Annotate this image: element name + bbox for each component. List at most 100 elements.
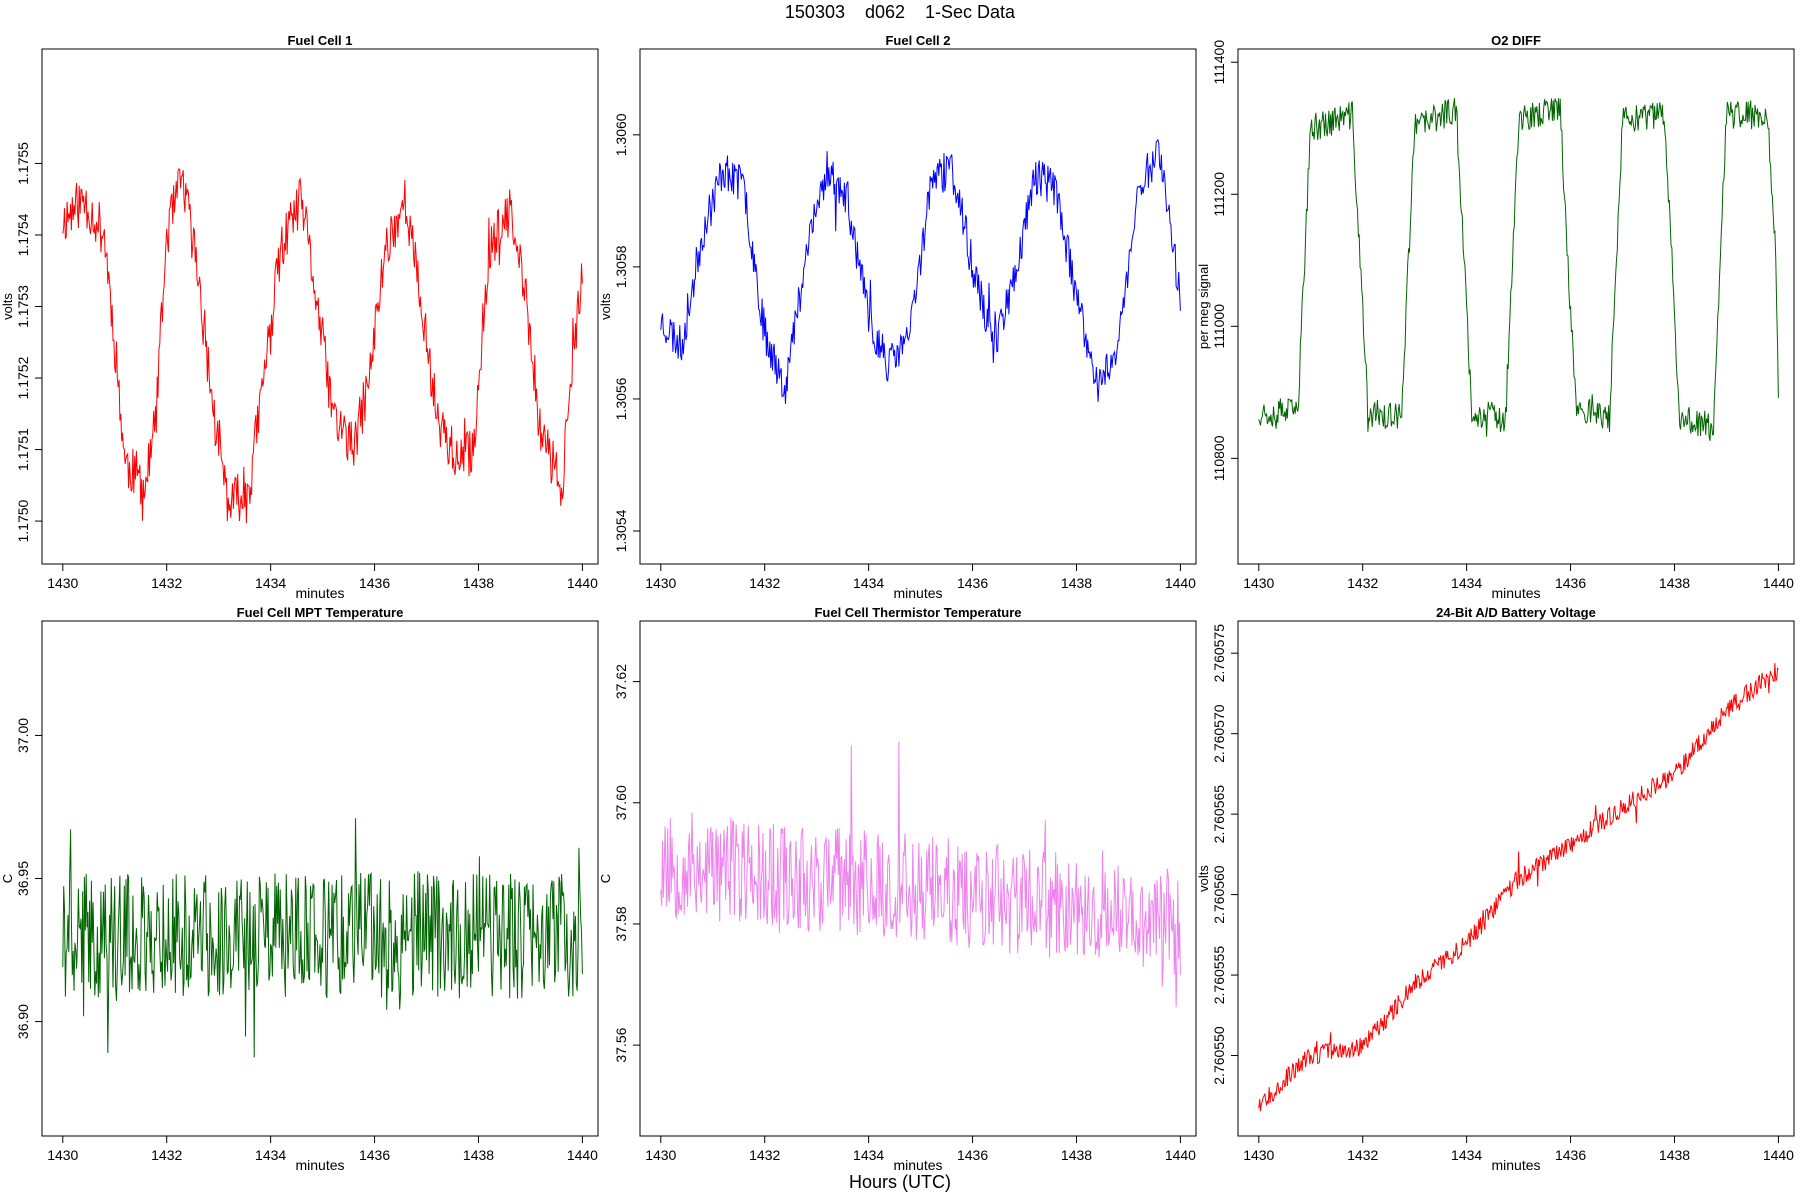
battery-xtick-label: 1432 (1347, 1147, 1378, 1163)
o2-ytick-label: 110800 (1211, 435, 1227, 481)
fc1-ytick-label: 1.1752 (15, 356, 31, 399)
fc2-xlabel: minutes (893, 585, 942, 601)
thermistor-xtick-label: 1440 (1165, 1147, 1196, 1163)
battery-title: 24-Bit A/D Battery Voltage (1436, 605, 1596, 620)
battery-panel: 24-Bit A/D Battery Voltage 1430 1432 1434 14… (1196, 605, 1795, 1173)
o2-xtick-label: 1432 (1347, 575, 1378, 591)
fc1-xtick-label: 1436 (359, 575, 390, 591)
mpt-xtick-label: 1438 (463, 1147, 494, 1163)
fc1-xlabel: minutes (295, 585, 344, 601)
battery-ytick-label: 2.760550 (1211, 1026, 1227, 1085)
fc1-ytick-label: 1.1753 (15, 285, 31, 328)
mpt-xlabel: minutes (295, 1157, 344, 1173)
fc1-xtick-label: 1432 (151, 575, 182, 591)
battery-series-line (1258, 663, 1779, 1112)
fc2-xtick-label: 1438 (1061, 575, 1092, 591)
thermistor-ytick-label: 37.60 (613, 785, 629, 820)
thermistor-xlabel: minutes (893, 1157, 942, 1173)
o2-xtick-label: 1438 (1659, 575, 1690, 591)
mpt-series-line (62, 818, 583, 1058)
fc1-title: Fuel Cell 1 (287, 33, 352, 48)
o2-ytick-label: 111200 (1211, 172, 1227, 217)
battery-ytick-label: 2.760560 (1211, 865, 1227, 924)
thermistor-xtick-label: 1432 (749, 1147, 780, 1163)
fc2-title: Fuel Cell 2 (885, 33, 950, 48)
thermistor-plot-frame (639, 620, 1197, 1137)
mpt-ytick-label: 36.90 (15, 1004, 31, 1039)
mpt-panel: Fuel Cell MPT Temperature 1430 1432 1434 143… (0, 605, 599, 1173)
fc2-xtick-label: 1434 (853, 575, 884, 591)
fc2-ytick-label: 1.3056 (613, 377, 629, 420)
thermistor-xtick-label: 1438 (1061, 1147, 1092, 1163)
fc1-series-line (62, 168, 583, 524)
fc2-xtick-label: 1436 (957, 575, 988, 591)
battery-ytick-label: 2.760555 (1211, 946, 1227, 1005)
battery-xtick-label: 1434 (1451, 1147, 1482, 1163)
mpt-ytick-label: 37.00 (15, 718, 31, 753)
mpt-xtick-label: 1436 (359, 1147, 390, 1163)
fc2-panel: Fuel Cell 2 1430 1432 1434 1436 1438 1440 minut… (598, 33, 1197, 601)
fc1-ytick-label: 1.1750 (15, 499, 31, 542)
fc1-ytick-label: 1.1755 (15, 142, 31, 185)
fc1-panel: Fuel Cell 1 1430 1432 1434 1436 1438 1440 minut… (0, 33, 599, 601)
o2-title: O2 DIFF (1491, 33, 1541, 48)
thermistor-panel: Fuel Cell Thermistor Temperature 1430 1432… (598, 605, 1197, 1173)
figure-title: 150303 d062 1-Sec Data (784, 2, 1016, 22)
fc1-xtick-label: 1430 (47, 575, 78, 591)
thermistor-series-line (660, 741, 1181, 1008)
thermistor-ytick-label: 37.56 (613, 1027, 629, 1062)
fc1-ytick-label: 1.1751 (15, 428, 31, 471)
battery-ytick-label: 2.760570 (1211, 704, 1227, 763)
mpt-title: Fuel Cell MPT Temperature (237, 605, 404, 620)
battery-xtick-label: 1440 (1763, 1147, 1794, 1163)
fc2-xtick-label: 1432 (749, 575, 780, 591)
fc2-ytick-label: 1.3058 (613, 245, 629, 288)
fc2-xtick-label: 1440 (1165, 575, 1196, 591)
o2-xtick-label: 1430 (1243, 575, 1274, 591)
o2-series-line (1258, 98, 1779, 441)
mpt-ylabel: C (0, 874, 15, 883)
fc1-xtick-label: 1434 (255, 575, 286, 591)
fc1-ylabel: volts (0, 293, 15, 320)
battery-xtick-label: 1436 (1555, 1147, 1586, 1163)
thermistor-ylabel: C (598, 874, 613, 883)
fc2-series-line (660, 138, 1181, 404)
fc2-xtick-label: 1430 (645, 575, 676, 591)
thermistor-title: Fuel Cell Thermistor Temperature (814, 605, 1021, 620)
o2-xtick-label: 1434 (1451, 575, 1482, 591)
mpt-xtick-label: 1430 (47, 1147, 78, 1163)
o2-ytick-label: 111000 (1211, 304, 1227, 349)
battery-ytick-label: 2.760575 (1211, 624, 1227, 683)
fc1-plot-frame (41, 48, 599, 565)
o2-ytick-label: 111400 (1211, 40, 1227, 85)
thermistor-xtick-label: 1430 (645, 1147, 676, 1163)
battery-ytick-label: 2.760565 (1211, 785, 1227, 844)
o2-xtick-label: 1440 (1763, 575, 1794, 591)
fc2-ylabel: volts (598, 293, 613, 320)
fc1-xtick-label: 1440 (567, 575, 598, 591)
battery-plot-frame (1237, 620, 1795, 1137)
o2-plot-frame (1237, 48, 1795, 565)
fc1-ytick-label: 1.1754 (15, 213, 31, 256)
hours-utc-label: Hours (UTC) (849, 1172, 951, 1192)
battery-xtick-label: 1430 (1243, 1147, 1274, 1163)
o2-panel: O2 DIFF 1430 1432 1434 1436 1438 1440 minutes 11… (1196, 33, 1795, 601)
thermistor-xtick-label: 1436 (957, 1147, 988, 1163)
fc1-xtick-label: 1438 (463, 575, 494, 591)
mpt-plot-frame (41, 620, 599, 1137)
battery-xtick-label: 1438 (1659, 1147, 1690, 1163)
thermistor-ytick-label: 37.58 (613, 906, 629, 941)
mpt-xtick-label: 1434 (255, 1147, 286, 1163)
o2-ylabel: per meg signal (1196, 264, 1211, 349)
mpt-ytick-label: 36.95 (15, 861, 31, 896)
fc2-ytick-label: 1.3060 (613, 113, 629, 156)
mpt-xtick-label: 1432 (151, 1147, 182, 1163)
o2-xlabel: minutes (1491, 585, 1540, 601)
o2-xtick-label: 1436 (1555, 575, 1586, 591)
thermistor-xtick-label: 1434 (853, 1147, 884, 1163)
thermistor-ytick-label: 37.62 (613, 664, 629, 699)
mpt-xtick-label: 1440 (567, 1147, 598, 1163)
battery-xlabel: minutes (1491, 1157, 1540, 1173)
fc2-ytick-label: 1.3054 (613, 509, 629, 552)
